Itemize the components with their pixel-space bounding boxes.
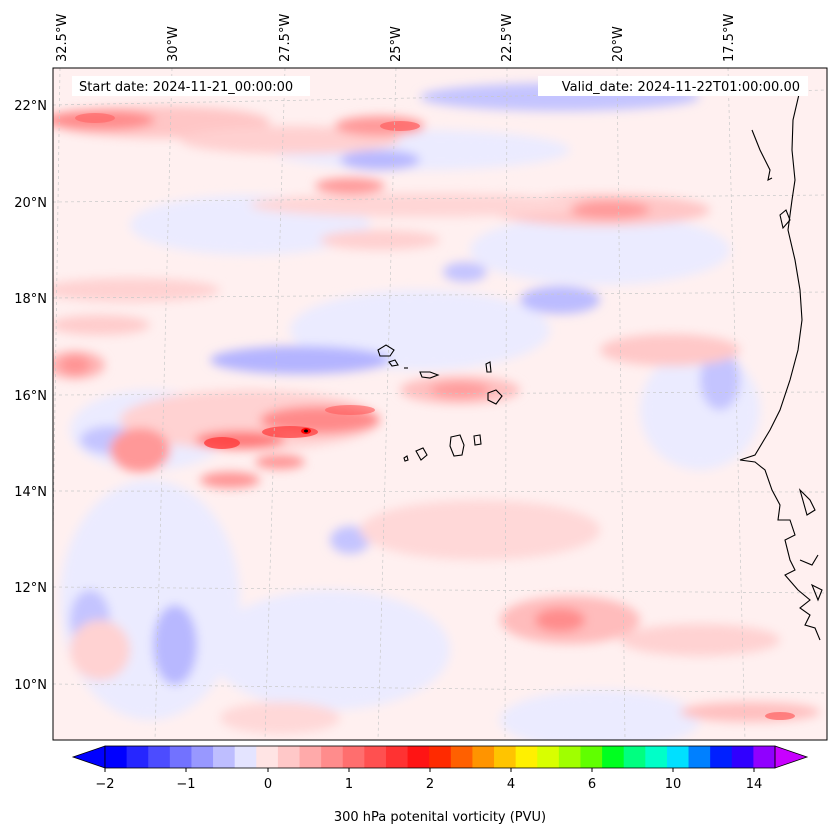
longitude-labels: 32.5°W 30°W 27.5°W 25°W 22.5°W 20°W 17.5… xyxy=(55,14,737,62)
colorbar-swatch xyxy=(450,746,473,768)
colorbar-swatch xyxy=(666,746,690,768)
cb-tick-label: 6 xyxy=(588,777,596,792)
cape-verde-sao-nicolau xyxy=(419,371,440,379)
colorbar-frame xyxy=(104,745,776,769)
lat-label: 22°N xyxy=(14,99,47,114)
latitude-labels: 22°N 20°N 18°N 16°N 14°N 12°N 10°N xyxy=(14,99,47,693)
lat-label: 12°N xyxy=(14,581,47,596)
lon-label: 25°W xyxy=(389,26,404,62)
cb-tick-label: 14 xyxy=(746,777,763,792)
colorbar-swatch xyxy=(558,746,581,768)
lon-label: 20°W xyxy=(611,26,626,62)
cb-tick-label: 4 xyxy=(507,777,515,792)
valid-date-label: Valid_date: 2024-11-22T01:00:00.00 xyxy=(562,80,800,95)
cape-verde-santo-antao xyxy=(377,344,395,357)
pv-maxima xyxy=(75,113,795,720)
cape-verde-sao-vicente xyxy=(388,359,399,367)
cb-tick-label: −1 xyxy=(176,777,195,792)
cape-verde-brava xyxy=(403,455,409,462)
pv-field xyxy=(53,83,820,740)
cb-tick-label: 10 xyxy=(665,777,682,792)
colorbar-swatch xyxy=(407,746,430,768)
lat-label: 10°N xyxy=(14,678,47,693)
lat-label: 16°N xyxy=(14,389,47,404)
lon-label: 27.5°W xyxy=(278,14,293,62)
lat-label: 20°N xyxy=(14,196,47,211)
colorbar-swatch xyxy=(623,746,646,768)
cape-verde-boa-vista xyxy=(487,389,503,405)
start-date-box xyxy=(72,76,310,96)
cb-tick-label: 2 xyxy=(426,777,434,792)
colorbar-swatch xyxy=(385,746,409,768)
colorbar-swatch xyxy=(602,746,625,768)
colorbar-swatch xyxy=(515,746,538,768)
cape-verde-santiago xyxy=(449,434,465,457)
colorbar-swatch xyxy=(126,746,149,768)
cape-verde-fogo xyxy=(415,447,428,461)
colorbar-swatch xyxy=(537,746,560,768)
colorbar-title: 300 hPa potenital vorticity (PVU) xyxy=(334,810,546,825)
colorbar-swatches xyxy=(105,746,776,768)
graticule xyxy=(53,68,827,740)
colorbar-swatch xyxy=(645,746,668,768)
cb-tick-label: 1 xyxy=(345,777,353,792)
cape-verde-maio xyxy=(473,434,482,446)
colorbar-swatch xyxy=(472,746,495,768)
valid-date-box xyxy=(538,76,808,96)
colorbar-swatch xyxy=(429,746,452,768)
colorbar-swatch xyxy=(148,746,171,768)
cape-verde-sal xyxy=(485,361,492,373)
cb-tick-label: −2 xyxy=(95,777,114,792)
start-date-label: Start date: 2024-11-21_00:00:00 xyxy=(79,80,293,95)
colorbar-swatch xyxy=(299,746,322,768)
lon-label: 22.5°W xyxy=(500,14,515,62)
colorbar: −2 −1 0 1 2 4 6 10 14 300 hPa potenital … xyxy=(71,745,809,825)
colorbar-swatch xyxy=(688,746,711,768)
colorbar-swatch xyxy=(105,746,128,768)
lat-label: 18°N xyxy=(14,292,47,307)
colorbar-swatch xyxy=(234,746,257,768)
colorbar-swatch xyxy=(169,746,192,768)
lat-label: 14°N xyxy=(14,485,47,500)
colorbar-tick-labels: −2 −1 0 1 2 4 6 10 14 xyxy=(95,777,762,792)
colorbar-swatch xyxy=(191,746,214,768)
cb-tick-label: 0 xyxy=(264,777,272,792)
colorbar-swatch xyxy=(277,746,301,768)
map-panel xyxy=(53,68,827,740)
colorbar-swatch xyxy=(710,746,733,768)
colorbar-swatch xyxy=(753,746,776,768)
colorbar-swatch xyxy=(731,746,754,768)
colorbar-swatch xyxy=(342,746,365,768)
colorbar-swatch xyxy=(256,746,279,768)
lon-label: 17.5°W xyxy=(722,14,737,62)
colorbar-swatch xyxy=(321,746,344,768)
colorbar-under-arrow xyxy=(71,745,106,769)
lon-label: 30°W xyxy=(166,26,181,62)
colorbar-swatch xyxy=(580,746,603,768)
africa-coast xyxy=(739,81,821,641)
colorbar-ticks xyxy=(104,768,755,772)
colorbar-swatch xyxy=(213,746,236,768)
colorbar-over-arrow xyxy=(774,745,809,769)
coastline xyxy=(377,81,823,641)
colorbar-swatch xyxy=(364,746,387,768)
lon-label: 32.5°W xyxy=(55,14,70,62)
colorbar-swatch xyxy=(494,746,517,768)
map-frame xyxy=(52,67,828,741)
